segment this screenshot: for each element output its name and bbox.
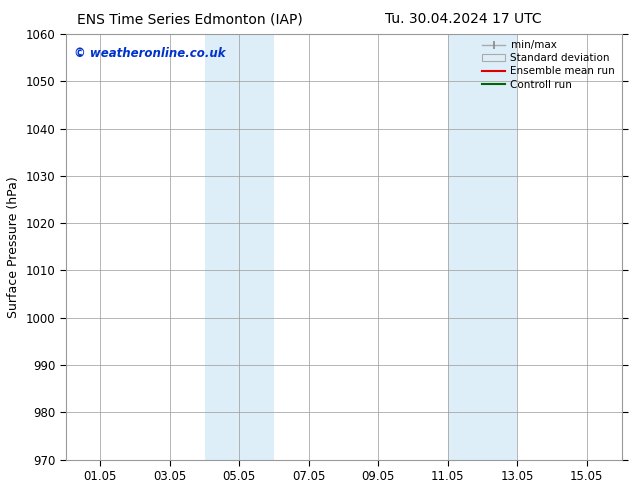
Text: Tu. 30.04.2024 17 UTC: Tu. 30.04.2024 17 UTC [384, 12, 541, 26]
Text: © weatheronline.co.uk: © weatheronline.co.uk [74, 47, 226, 60]
Bar [448, 34, 517, 460]
Y-axis label: Surface Pressure (hPa): Surface Pressure (hPa) [7, 176, 20, 318]
Bar [205, 34, 274, 460]
Text: ENS Time Series Edmonton (IAP): ENS Time Series Edmonton (IAP) [77, 12, 303, 26]
Legend: min/max, Standard deviation, Ensemble mean run, Controll run: min/max, Standard deviation, Ensemble me… [478, 36, 619, 94]
